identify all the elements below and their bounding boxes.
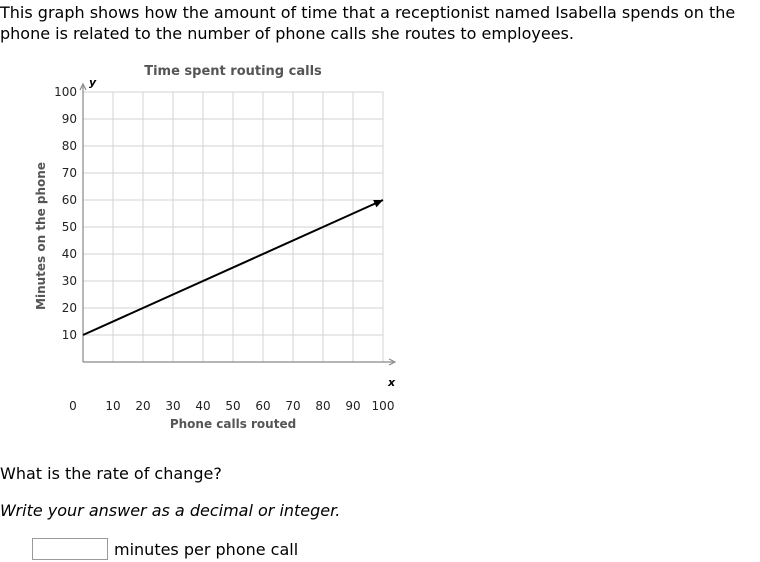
x-tick-label: 60 (255, 399, 270, 413)
x-tick-label: 80 (315, 399, 330, 413)
y-tick-label: 50 (62, 220, 77, 234)
y-axis-label: Minutes on the phone (34, 162, 48, 310)
chart-title: Time spent routing calls (144, 64, 322, 79)
chart-svg: Time spent routing calls 10 20 30 40 50 60 70 8… (34, 64, 397, 431)
y-tick-label: 70 (62, 166, 77, 180)
y-axis-arrow (79, 82, 87, 91)
y-axis-variable: y (89, 76, 97, 89)
x-tick-label: 50 (225, 399, 240, 413)
y-tick-label: 30 (62, 274, 77, 288)
y-tick-label: 100 (54, 85, 77, 99)
x-tick-label: 70 (285, 399, 300, 413)
x-tick-label: 10 (105, 399, 120, 413)
answer-row: minutes per phone call (32, 538, 298, 560)
origin-label: 0 (69, 399, 77, 413)
answer-unit: minutes per phone call (114, 539, 299, 559)
x-tick-label: 40 (195, 399, 210, 413)
rate-of-change-prompt: What is the rate of change? (0, 464, 222, 483)
y-tick-label: 80 (62, 139, 77, 153)
y-tick-label: 40 (62, 247, 77, 261)
line-chart: Time spent routing calls 10 20 30 40 50 60 70 8… (0, 56, 420, 436)
chart-grid (79, 82, 397, 366)
y-tick-label: 90 (62, 112, 77, 126)
chart-lines (82, 199, 384, 336)
question-text: This graph shows how the amount of time … (0, 2, 756, 44)
answer-instruction: Write your answer as a decimal or intege… (0, 501, 341, 520)
y-tick-label: 60 (62, 193, 77, 207)
x-tick-label: 90 (345, 399, 360, 413)
data-line (82, 199, 384, 336)
x-axis-variable: x (387, 376, 396, 389)
question-line-1: This graph shows how the amount of time … (0, 3, 736, 22)
y-tick-label: 10 (62, 328, 77, 342)
x-axis-arrow (388, 358, 397, 366)
x-tick-label: 100 (372, 399, 395, 413)
question-line-2: phone is related to the number of phone … (0, 24, 574, 43)
x-tick-label: 30 (165, 399, 180, 413)
answer-input[interactable] (32, 538, 108, 560)
chart-ticks: 10 20 30 40 50 60 70 80 90 100 10 20 30 40 50 60 70 80 90 1… (54, 85, 394, 413)
y-tick-label: 20 (62, 301, 77, 315)
x-axis-label: Phone calls routed (170, 417, 296, 431)
x-tick-label: 20 (135, 399, 150, 413)
data-line-arrowhead (373, 200, 383, 208)
